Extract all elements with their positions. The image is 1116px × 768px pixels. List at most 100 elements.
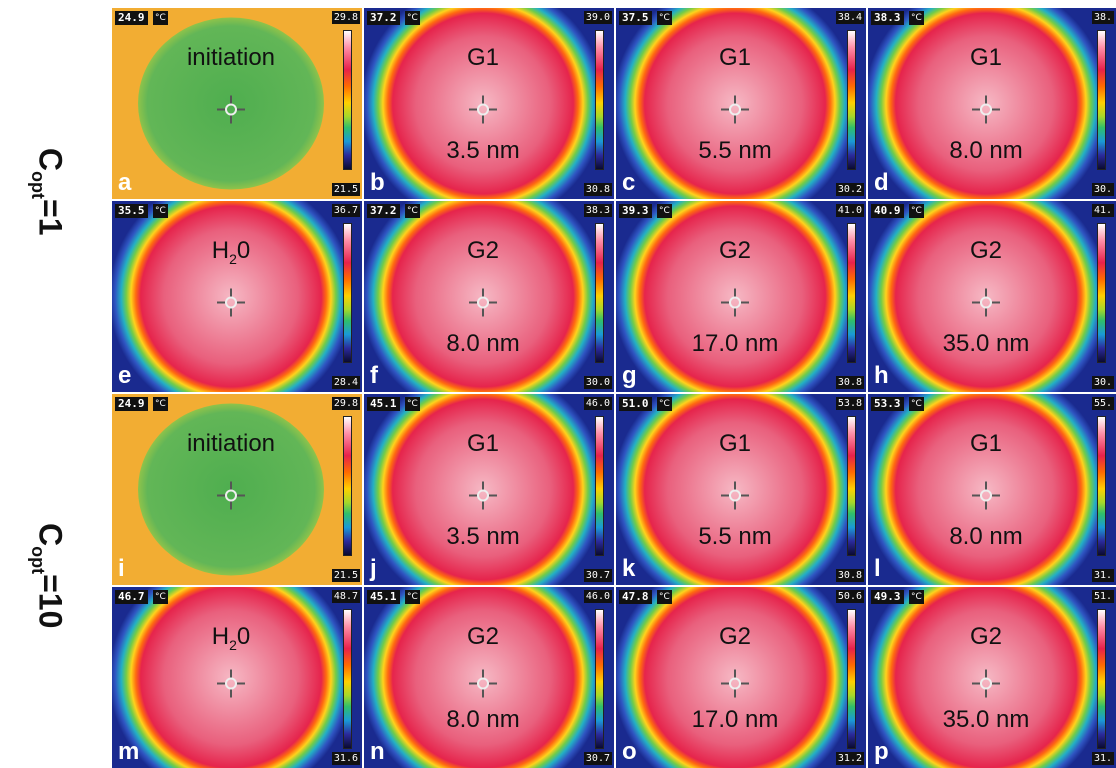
thermal-panel-n: 45.1 °C 46.0 30.7 G2 8.0 nm n [364, 587, 614, 768]
title-text: G2 [969, 623, 1002, 650]
panel-letter: n [370, 738, 385, 765]
scale-min: 30.8 [583, 183, 612, 196]
thermal-panel-p: 49.3 °C 51. 31. G2 35.0 nm p [868, 587, 1116, 768]
temperature-unit: °C [405, 204, 420, 218]
scale-max: 48.7 [331, 590, 360, 603]
scale-max: 41. [1091, 204, 1114, 217]
color-scale-bar [343, 30, 352, 170]
max-temperature: 40.9 [871, 204, 904, 218]
temperature-unit: °C [657, 204, 672, 218]
temperature-unit: °C [405, 397, 420, 411]
title-text: G2 [718, 623, 751, 650]
max-temperature: 24.9 [115, 11, 148, 25]
thermal-panel-e: 35.5 °C 36.7 28.4 H20 e [112, 201, 362, 392]
max-temperature: 45.1 [367, 397, 400, 411]
scale-min: 31. [1091, 569, 1114, 582]
thermal-image [616, 201, 866, 392]
max-temperature: 24.9 [115, 397, 148, 411]
title-text: G2 [466, 623, 499, 650]
max-temperature: 37.2 [367, 204, 400, 218]
panel-title: initiation [112, 44, 350, 74]
panel-letter: b [370, 169, 385, 196]
panel-title: G2 [868, 237, 1104, 267]
scale-max: 29.8 [331, 11, 360, 24]
panel-letter: h [874, 362, 889, 389]
temperature-unit: °C [405, 11, 420, 25]
scale-max: 46.0 [583, 590, 612, 603]
color-scale-bar [343, 223, 352, 363]
panel-title: G1 [868, 44, 1104, 74]
panel-letter: j [370, 555, 377, 582]
max-temperature: 46.7 [115, 590, 148, 604]
temperature-unit: °C [909, 204, 924, 218]
color-scale-bar [847, 30, 856, 170]
panel-title: G2 [616, 623, 854, 653]
panel-letter: e [118, 362, 132, 389]
particle-size: 17.0 nm [691, 706, 779, 733]
scale-min: 21.5 [331, 183, 360, 196]
panel-title: G2 [364, 237, 602, 267]
scale-min: 30.7 [583, 752, 612, 765]
color-scale-bar [847, 609, 856, 749]
thermal-panel-d: 38.3 °C 38. 30. G1 8.0 nm d [868, 8, 1116, 199]
thermal-panel-c: 37.5 °C 38.4 30.2 G1 5.5 nm c [616, 8, 866, 199]
thermal-image [616, 587, 866, 768]
particle-size: 3.5 nm [446, 137, 520, 164]
color-scale-bar [343, 609, 352, 749]
scale-min: 31.6 [331, 752, 360, 765]
panel-letter: a [118, 169, 132, 196]
max-temperature: 35.5 [115, 204, 148, 218]
thermal-image [868, 201, 1116, 392]
max-temperature: 39.3 [619, 204, 652, 218]
scale-max: 38.4 [835, 11, 864, 24]
panel-title: initiation [112, 430, 350, 460]
temperature-unit: °C [153, 204, 168, 218]
panel-letter: k [622, 555, 636, 582]
thermal-panel-f: 37.2 °C 38.3 30.0 G2 8.0 nm f [364, 201, 614, 392]
panel-title: G2 [868, 623, 1104, 653]
scale-max: 53.8 [835, 397, 864, 410]
scale-min: 31.2 [835, 752, 864, 765]
thermal-panel-j: 45.1 °C 46.0 30.7 G1 3.5 nm j [364, 394, 614, 585]
thermal-panel-o: 47.8 °C 50.6 31.2 G2 17.0 nm o [616, 587, 866, 768]
title-subscript: 2 [229, 250, 237, 267]
panel-title: G1 [364, 430, 602, 460]
panel-letter: p [874, 738, 889, 765]
title-text: G1 [969, 44, 1002, 71]
thermal-panel-l: 53.3 °C 55. 31. G1 8.0 nm l [868, 394, 1116, 585]
title-text: G2 [969, 237, 1002, 264]
panel-title: H20 [112, 237, 350, 267]
panel-letter: c [622, 169, 636, 196]
thermal-image [112, 201, 362, 392]
title-text: G1 [466, 430, 499, 457]
scale-max: 39.0 [583, 11, 612, 24]
thermal-image [364, 394, 614, 585]
scale-max: 29.8 [331, 397, 360, 410]
panel-title: G2 [364, 623, 602, 653]
scale-min: 30.8 [835, 376, 864, 389]
scale-min: 30.0 [583, 376, 612, 389]
panel-letter: o [622, 738, 637, 765]
thermal-image [868, 394, 1116, 585]
panel-title: G1 [616, 430, 854, 460]
title-text: G1 [969, 430, 1002, 457]
panel-letter: l [874, 555, 881, 582]
color-scale-bar [1097, 223, 1106, 363]
temperature-unit: °C [657, 397, 672, 411]
title-text: H [211, 237, 230, 264]
panel-title: G1 [364, 44, 602, 74]
particle-size: 8.0 nm [949, 523, 1023, 550]
color-scale-bar [847, 416, 856, 556]
scale-max: 41.0 [835, 204, 864, 217]
particle-size: 35.0 nm [942, 330, 1030, 357]
panel-letter: f [370, 362, 378, 389]
scale-min: 30. [1091, 376, 1114, 389]
title-suffix: 0 [236, 623, 251, 650]
max-temperature: 45.1 [367, 590, 400, 604]
thermal-image [616, 394, 866, 585]
thermal-panel-h: 40.9 °C 41. 30. G2 35.0 nm h [868, 201, 1116, 392]
panel-letter: i [118, 555, 125, 582]
scale-min: 28.4 [331, 376, 360, 389]
scale-max: 36.7 [331, 204, 360, 217]
particle-size: 8.0 nm [446, 706, 520, 733]
